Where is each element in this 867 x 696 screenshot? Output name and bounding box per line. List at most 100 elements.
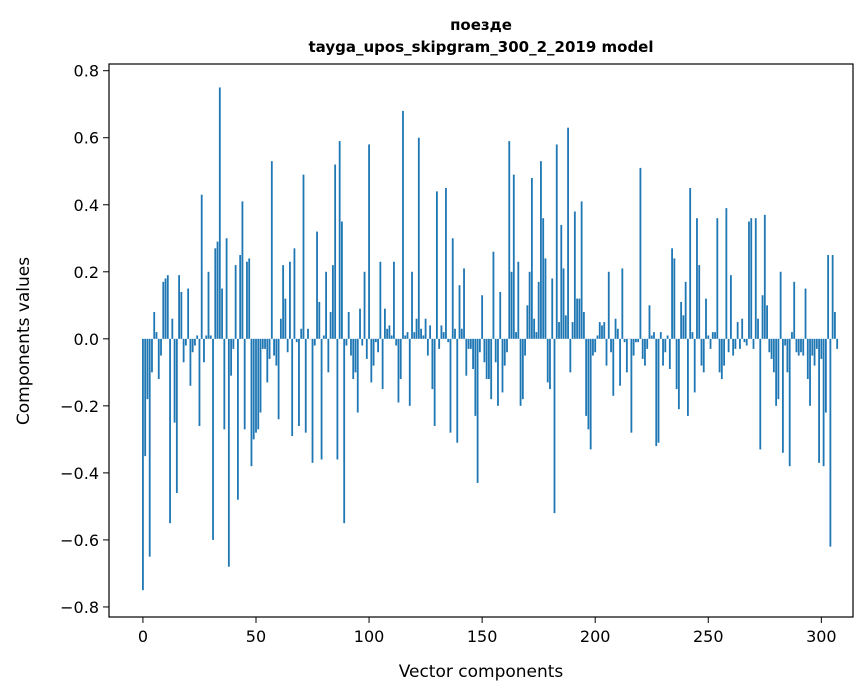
bar-component-6 [155, 332, 158, 339]
bar-component-32 [214, 248, 217, 339]
bar-component-13 [171, 318, 174, 339]
bar-component-231 [664, 338, 667, 353]
bar-component-56 [268, 338, 271, 359]
bar-component-284 [784, 338, 787, 346]
y-tick-label: −0.2 [60, 397, 99, 416]
bar-component-100 [368, 144, 370, 339]
bar-component-306 [834, 312, 836, 339]
bar-component-93 [352, 338, 355, 380]
bar-component-262 [734, 338, 737, 349]
bar-component-98 [363, 271, 366, 339]
bar-component-197 [587, 338, 590, 430]
bar-component-157 [497, 338, 499, 406]
bar-component-149 [478, 338, 481, 353]
bar-component-242 [689, 188, 692, 339]
x-tick-label: 100 [354, 627, 385, 646]
bar-component-272 [757, 318, 759, 339]
bar-component-57 [270, 161, 273, 339]
bar-component-130 [436, 191, 438, 339]
x-tick-label: 300 [806, 627, 837, 646]
bar-component-99 [365, 338, 368, 359]
bar-component-143 [465, 338, 468, 376]
bar-component-169 [524, 338, 526, 356]
bar-component-278 [770, 338, 773, 359]
bar-component-237 [677, 338, 680, 410]
bar-component-201 [596, 335, 599, 339]
bar-component-136 [449, 338, 452, 433]
bar-component-24 [196, 335, 199, 339]
bar-component-203 [601, 325, 603, 339]
bar-component-21 [189, 338, 192, 386]
bar-component-258 [725, 208, 728, 339]
bar-component-128 [431, 338, 434, 390]
bar-component-221 [641, 338, 644, 359]
bar-component-254 [716, 218, 719, 339]
bar-component-83 [329, 312, 332, 339]
bar-component-44 [241, 201, 244, 339]
bar-component-25 [198, 338, 201, 426]
bar-component-289 [795, 338, 798, 353]
bar-component-14 [173, 338, 176, 423]
bar-component-150 [481, 295, 484, 339]
bar-component-152 [485, 338, 488, 380]
bar-component-168 [521, 338, 524, 400]
bar-component-200 [594, 338, 597, 353]
bar-component-193 [578, 298, 581, 339]
bar-component-246 [698, 265, 701, 339]
bar-component-37 [225, 238, 228, 339]
bar-component-194 [580, 201, 583, 339]
bar-component-296 [811, 338, 814, 356]
bar-component-38 [227, 338, 230, 567]
bar-component-282 [779, 271, 782, 339]
bar-component-12 [169, 338, 171, 524]
bar-component-84 [331, 265, 334, 339]
bar-component-121 [415, 318, 418, 339]
bar-component-256 [720, 338, 723, 380]
bar-component-277 [768, 338, 771, 353]
bar-component-35 [221, 288, 223, 339]
bar-component-51 [257, 338, 260, 430]
bar-component-292 [802, 338, 805, 356]
bar-component-195 [582, 312, 585, 339]
bar-component-271 [754, 218, 757, 339]
bar-component-177 [542, 218, 545, 339]
bar-component-164 [512, 174, 515, 339]
x-tick-label: 50 [246, 627, 266, 646]
bar-component-173 [533, 318, 536, 339]
bar-component-305 [831, 255, 834, 339]
bar-component-52 [259, 338, 262, 413]
bar-component-18 [182, 338, 185, 363]
bar-component-225 [650, 335, 653, 339]
bar-component-92 [350, 338, 352, 356]
plot-frame [108, 63, 854, 618]
bar-component-129 [433, 338, 436, 426]
bar-component-73 [307, 328, 309, 339]
bar-component-235 [673, 258, 676, 339]
bar-component-236 [675, 338, 678, 390]
bar-component-79 [320, 338, 323, 460]
x-tick-label: 150 [467, 627, 498, 646]
bar-component-205 [605, 338, 608, 366]
bar-component-298 [815, 338, 818, 349]
bar-component-233 [668, 338, 671, 369]
bar-component-212 [621, 268, 624, 339]
bar-component-141 [460, 328, 463, 339]
bar-component-133 [442, 332, 445, 339]
y-tick-label: 0.0 [74, 330, 99, 349]
bar-component-66 [291, 338, 294, 437]
y-tick-label: −0.8 [60, 598, 99, 617]
bar-component-7 [157, 338, 160, 380]
bar-component-186 [562, 268, 565, 339]
y-axis-label: Components values [14, 257, 34, 425]
bar-component-59 [275, 338, 278, 366]
bar-component-125 [424, 318, 427, 339]
bar-component-228 [657, 338, 660, 443]
bar-component-75 [311, 338, 314, 463]
bar-component-281 [777, 338, 780, 400]
bar-component-144 [467, 338, 470, 349]
bar-component-145 [469, 338, 472, 349]
bar-component-91 [347, 312, 350, 339]
bar-component-248 [702, 338, 705, 373]
bar-component-185 [560, 224, 563, 339]
